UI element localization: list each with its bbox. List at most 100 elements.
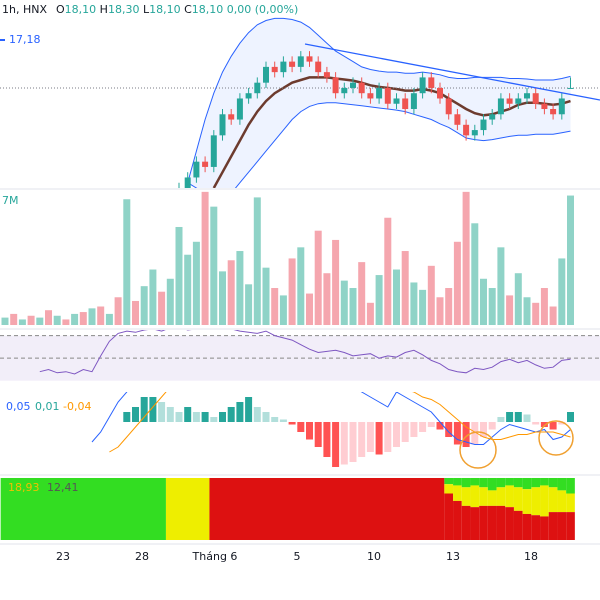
highlight-circle	[538, 420, 574, 456]
candle-body	[219, 114, 226, 136]
macd-histogram-bar	[471, 422, 479, 445]
macd-histogram-bar	[410, 422, 418, 437]
zone-segment	[453, 478, 462, 486]
macd-histogram-bar	[132, 407, 139, 422]
volume-bar	[10, 313, 18, 325]
macd-histogram-bar	[140, 397, 148, 422]
candle-body	[489, 114, 496, 120]
macd-histogram-bar	[427, 422, 435, 427]
macd-histogram-bar	[549, 422, 557, 430]
zone-segment	[0, 478, 166, 540]
volume-bar	[358, 262, 366, 325]
volume-bar	[567, 195, 574, 325]
volume-bar	[18, 319, 26, 325]
volume-bar	[323, 273, 331, 325]
close: 18,10	[192, 3, 224, 16]
zone-segment	[522, 489, 532, 514]
candle-body	[254, 82, 261, 94]
macd-histogram-bar	[558, 422, 566, 425]
macd-histogram-bar	[401, 422, 409, 442]
zone-segment	[557, 490, 567, 513]
volume-bar	[419, 289, 427, 325]
candle-body	[497, 98, 504, 115]
volume-bar	[253, 197, 261, 325]
macd-histogram-bar	[314, 422, 322, 447]
l-label: L	[143, 3, 150, 16]
volume-bar	[410, 282, 418, 325]
zone-segment	[496, 487, 506, 506]
zone-segment	[496, 478, 506, 488]
candle-body	[46, 225, 52, 230]
zone-segment	[566, 493, 575, 513]
volume-bar	[401, 251, 409, 325]
volume-bar	[497, 247, 505, 325]
volume-bar	[192, 241, 200, 325]
macd-histogram-bar	[166, 407, 174, 422]
volume-bar	[349, 288, 357, 325]
candle-body	[245, 93, 252, 99]
candle-body	[228, 114, 235, 120]
zone-segment	[444, 478, 454, 485]
volume-bar	[393, 269, 400, 325]
zone-segment	[513, 478, 523, 488]
candle-body	[532, 93, 539, 104]
candle-body	[358, 82, 365, 94]
candle-body	[2, 235, 8, 240]
zone-segment	[540, 516, 549, 540]
candle-body	[19, 230, 25, 241]
volume-bar	[27, 315, 35, 325]
x-tick-label: 5	[294, 550, 301, 563]
zone-segment	[470, 507, 480, 540]
ma-line	[212, 76, 571, 188]
volume-bar	[332, 239, 340, 325]
macd-histogram-bar	[506, 412, 514, 422]
candle-body	[323, 72, 330, 78]
volume-bar	[288, 258, 296, 325]
macd-histogram-bar	[436, 422, 444, 430]
signal-line	[109, 392, 571, 453]
volume-bar	[166, 278, 174, 325]
zone-segment	[505, 507, 514, 540]
volume-bar	[271, 288, 279, 325]
candle-body	[280, 61, 287, 73]
zone-segment	[540, 485, 549, 517]
zone-segment	[566, 512, 575, 540]
volume-bar	[62, 319, 70, 325]
macd-histogram-bar	[340, 422, 348, 465]
zone-pane	[0, 478, 575, 540]
macd-histogram-bar	[497, 417, 505, 422]
zone-segment	[453, 485, 462, 501]
macd-histogram-bar	[323, 422, 331, 457]
candle-body	[72, 214, 78, 225]
macd-histogram-bar	[488, 422, 496, 430]
candle-body	[150, 193, 156, 198]
x-tick-label: Tháng 6	[192, 550, 238, 563]
candle-body	[463, 124, 470, 136]
x-tick-label: 18	[524, 550, 538, 563]
macd-histogram-bar	[419, 422, 427, 432]
zone-segment	[165, 478, 210, 540]
volume-pane	[1, 191, 574, 325]
candle-body	[184, 177, 191, 188]
macd-histogram-bar	[366, 422, 374, 452]
candle-body	[37, 225, 43, 236]
volume-bar	[540, 288, 548, 325]
macd-label: 0,05	[6, 400, 31, 413]
candle-body	[315, 61, 322, 73]
zone-segment	[548, 487, 558, 513]
o-label: O	[56, 3, 65, 16]
candle-body	[115, 204, 121, 209]
candle-body	[445, 98, 452, 115]
macd-histogram-bar	[445, 422, 453, 437]
change: 0,00 (0,00%)	[227, 3, 299, 16]
candle-body	[167, 193, 173, 198]
volume-bar	[297, 247, 305, 325]
macd-histogram-bar	[288, 422, 296, 425]
x-tick-label: 23	[56, 550, 70, 563]
zone-segment	[505, 478, 514, 486]
macd-histogram-bar	[192, 412, 200, 422]
zone-segment	[548, 512, 558, 540]
zone-segment	[566, 478, 575, 494]
candle-body	[541, 103, 548, 110]
volume-bar	[453, 241, 461, 325]
